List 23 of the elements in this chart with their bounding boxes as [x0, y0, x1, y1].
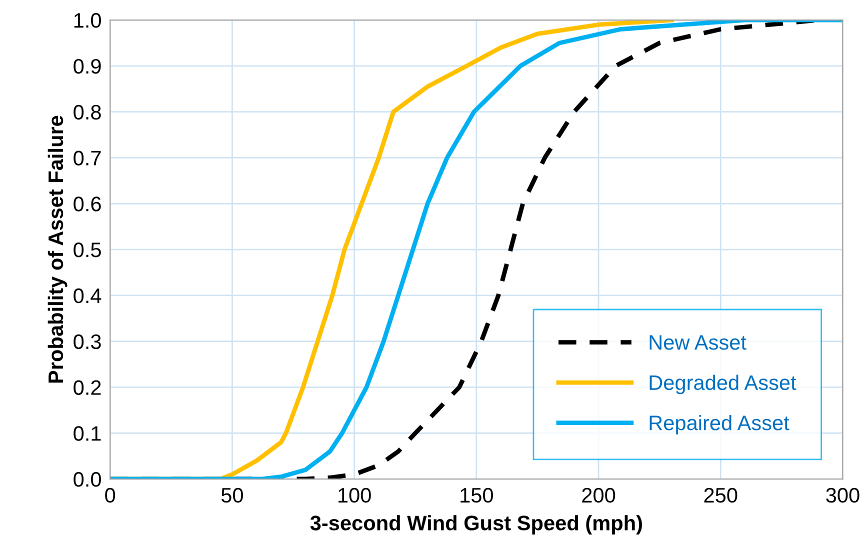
y-tick-label: 0.4 [74, 288, 102, 304]
y-tick-label: 0.1 [74, 426, 101, 441]
y-tick-label: 1.0 [74, 13, 101, 28]
x-tick-label: 0 [105, 488, 116, 503]
y-tick-label: 0.5 [74, 242, 101, 258]
y-tick-label: 0.7 [74, 150, 101, 166]
y-axis-title: Probability of Asset Failure [48, 116, 68, 383]
y-tick-label: 0.2 [74, 380, 101, 395]
x-tick-label: 50 [221, 488, 243, 503]
y-tick-label: 0.6 [74, 196, 101, 212]
x-axis-title: 3-second Wind Gust Speed (mph) [310, 515, 642, 535]
legend-label: Repaired Asset [650, 415, 790, 434]
x-tick-label: 250 [704, 488, 738, 503]
legend-label: Degraded Asset [650, 374, 796, 394]
y-tick-label: 0.8 [74, 104, 101, 120]
legend-label: New Asset [650, 335, 746, 350]
y-tick-label: 0.0 [74, 472, 101, 487]
x-tick-label: 200 [582, 488, 616, 503]
y-tick-label: 0.3 [74, 334, 101, 350]
x-tick-label: 150 [460, 488, 493, 503]
y-tick-label: 0.9 [74, 58, 101, 74]
x-tick-label: 300 [826, 488, 860, 503]
x-tick-label: 100 [338, 488, 371, 503]
